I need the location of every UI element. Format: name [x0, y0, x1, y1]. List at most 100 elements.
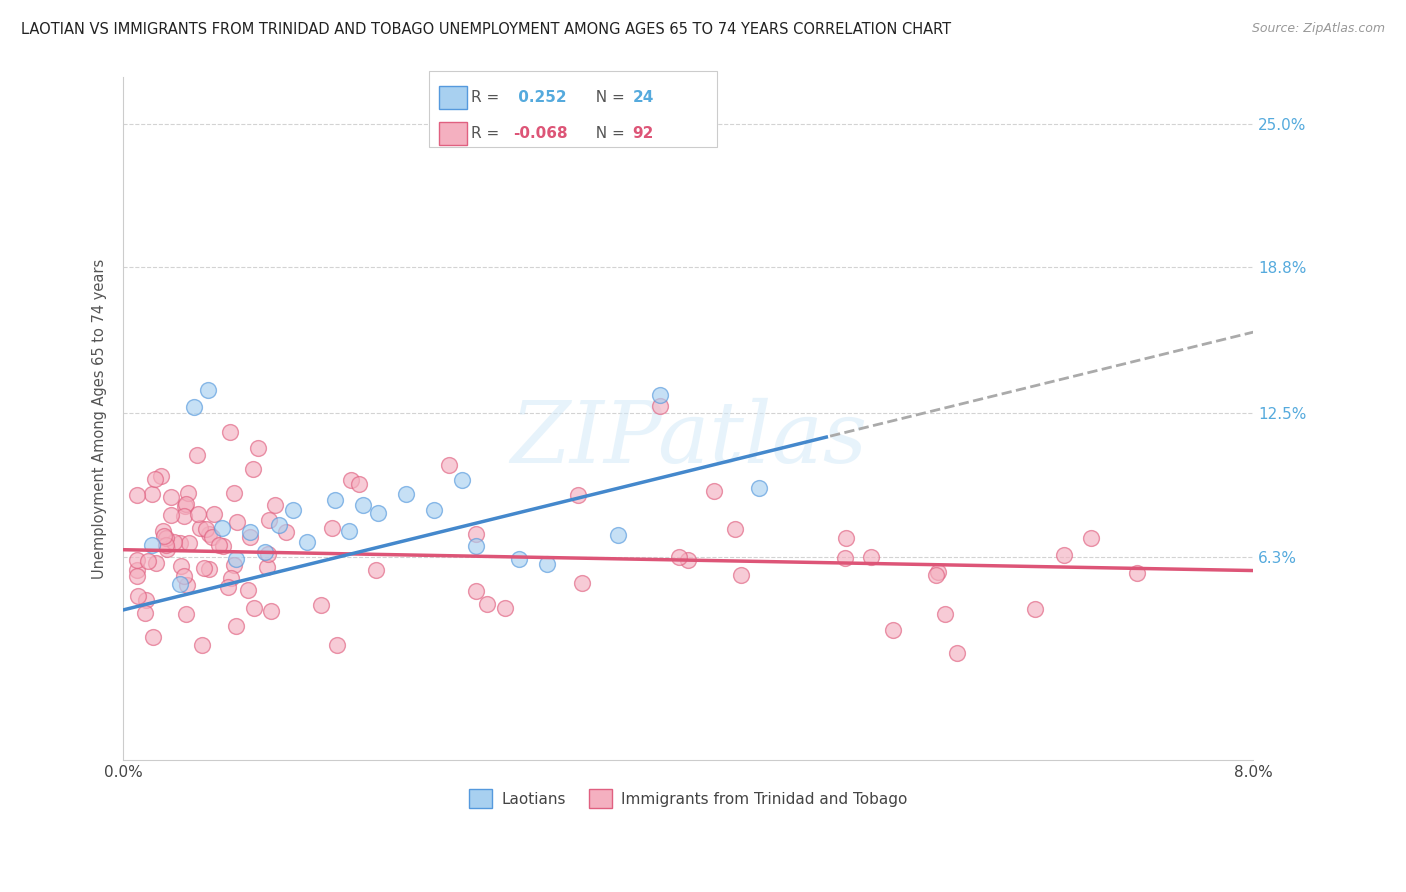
Point [1053, 548, 1076, 562]
Point [347, 477, 370, 491]
Point [198, 562, 221, 576]
Point [143, 472, 166, 486]
Point [239, 530, 262, 544]
Point [127, 589, 149, 603]
Point [153, 528, 176, 542]
Point [186, 448, 208, 462]
Point [156, 541, 179, 556]
Point [222, 558, 245, 572]
Point [238, 583, 260, 598]
Point [243, 601, 266, 615]
Text: Source: ZipAtlas.com: Source: ZipAtlas.com [1251, 22, 1385, 36]
Point [202, 507, 225, 521]
Text: 0.252: 0.252 [513, 90, 567, 105]
Text: 24: 24 [633, 90, 654, 105]
Point [257, 547, 280, 561]
Point [260, 604, 283, 618]
Point [193, 560, 215, 574]
Point [219, 425, 242, 439]
Point [239, 525, 262, 540]
Point [150, 468, 173, 483]
Point [267, 518, 290, 533]
Text: R =: R = [471, 126, 505, 141]
Point [127, 553, 149, 567]
Point [423, 503, 446, 517]
Point [703, 483, 725, 498]
Point [169, 559, 191, 574]
Point [571, 576, 593, 591]
Text: N =: N = [586, 126, 630, 141]
Point [174, 497, 197, 511]
Point [163, 535, 186, 549]
Point [395, 487, 418, 501]
Point [834, 550, 856, 565]
Point [176, 486, 198, 500]
Point [253, 545, 276, 559]
Point [198, 526, 221, 541]
Point [134, 607, 156, 621]
Point [195, 522, 218, 536]
Point [724, 522, 747, 536]
Point [257, 513, 280, 527]
Point [1024, 602, 1046, 616]
Legend: Laotians, Immigrants from Trinidad and Tobago: Laotians, Immigrants from Trinidad and T… [463, 783, 914, 814]
Point [276, 524, 298, 539]
Point [451, 473, 474, 487]
Point [197, 383, 219, 397]
Point [323, 492, 346, 507]
Point [201, 530, 224, 544]
Point [339, 473, 361, 487]
Point [326, 639, 349, 653]
Point [439, 458, 461, 473]
Point [352, 498, 374, 512]
Text: -0.068: -0.068 [513, 126, 568, 141]
Point [256, 560, 278, 574]
Point [127, 488, 149, 502]
Point [177, 535, 200, 549]
Point [225, 619, 247, 633]
Point [208, 538, 231, 552]
Point [648, 387, 671, 401]
Text: 92: 92 [633, 126, 654, 141]
Point [174, 499, 197, 513]
Point [860, 549, 883, 564]
Point [676, 553, 699, 567]
Point [465, 583, 488, 598]
Point [247, 441, 270, 455]
Point [465, 526, 488, 541]
Point [169, 536, 191, 550]
Point [508, 552, 530, 566]
Point [281, 503, 304, 517]
Point [263, 498, 285, 512]
Point [127, 563, 149, 577]
Point [1126, 566, 1149, 581]
Point [367, 506, 389, 520]
Point [187, 507, 209, 521]
Point [668, 549, 690, 564]
Point [882, 624, 904, 638]
Y-axis label: Unemployment Among Ages 65 to 74 years: Unemployment Among Ages 65 to 74 years [93, 259, 107, 579]
Point [648, 399, 671, 413]
Text: R =: R = [471, 90, 505, 105]
Point [321, 521, 343, 535]
Point [337, 524, 360, 539]
Point [135, 593, 157, 607]
Point [174, 607, 197, 622]
Point [945, 646, 967, 660]
Point [475, 597, 498, 611]
Point [145, 556, 167, 570]
Point [1080, 531, 1102, 545]
Point [183, 401, 205, 415]
Point [225, 552, 247, 566]
Point [226, 515, 249, 529]
Point [242, 461, 264, 475]
Text: ZIPatlas: ZIPatlas [510, 398, 868, 481]
Point [567, 488, 589, 502]
Point [219, 571, 242, 585]
Point [465, 539, 488, 553]
Point [730, 567, 752, 582]
Point [141, 487, 163, 501]
Point [748, 481, 770, 495]
Text: LAOTIAN VS IMMIGRANTS FROM TRINIDAD AND TOBAGO UNEMPLOYMENT AMONG AGES 65 TO 74 : LAOTIAN VS IMMIGRANTS FROM TRINIDAD AND … [21, 22, 952, 37]
Point [295, 534, 318, 549]
